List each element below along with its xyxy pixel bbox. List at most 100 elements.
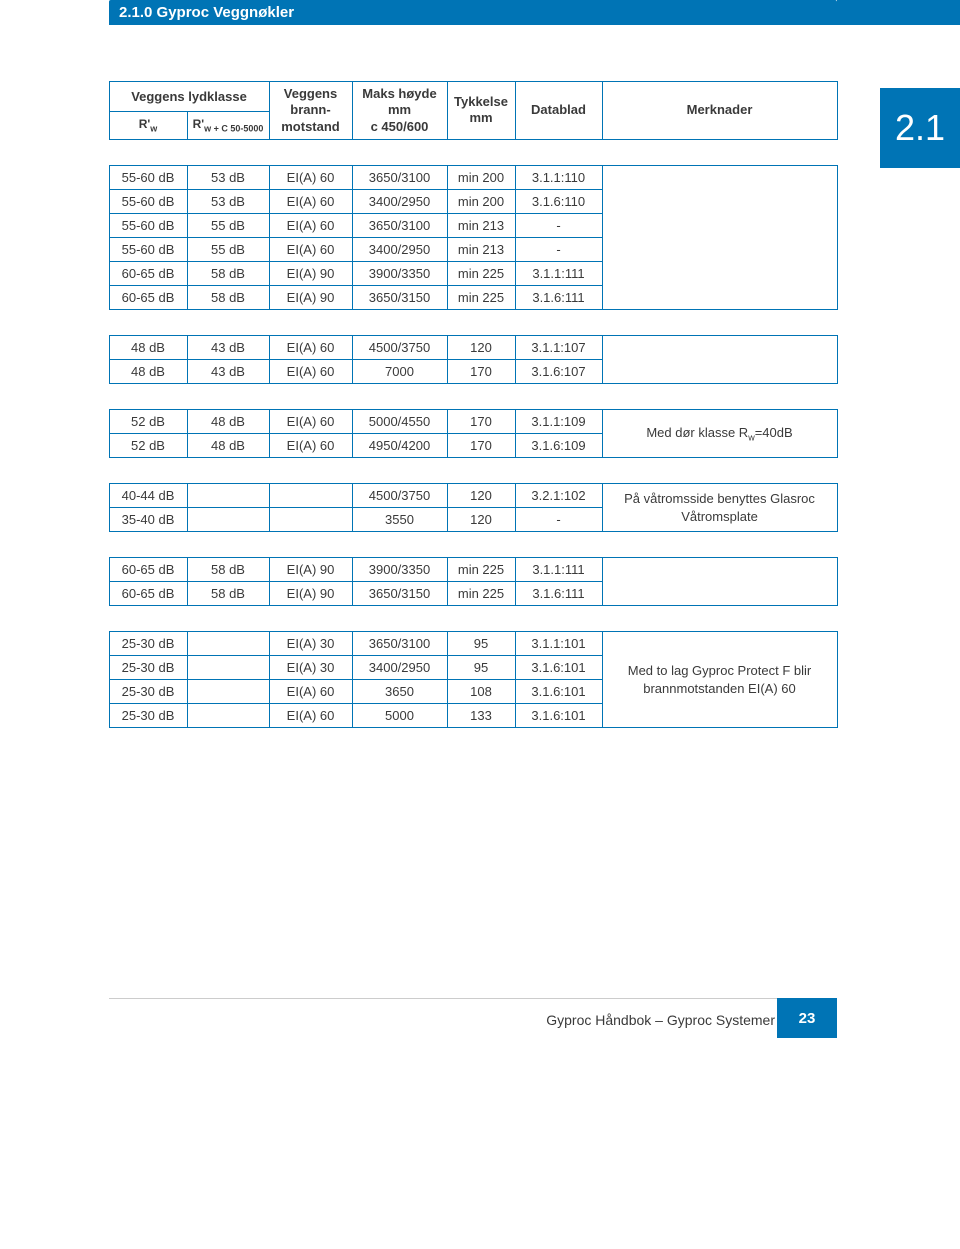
table-row: 40-44 dB4500/37501203.2.1:102På våtromss… bbox=[0, 484, 960, 508]
cell: 43 dB bbox=[187, 336, 269, 360]
tables-region: Veggens lydklasse Veggensbrann-motstand … bbox=[0, 81, 960, 728]
cell: 40-44 dB bbox=[109, 484, 187, 508]
cell: EI(A) 90 bbox=[269, 262, 352, 286]
cell: 3650/3100 bbox=[352, 632, 447, 656]
cell: 3.1.1:109 bbox=[515, 410, 602, 434]
cell: 53 dB bbox=[187, 166, 269, 190]
cell: 120 bbox=[447, 484, 515, 508]
cell: 3.1.1:107 bbox=[515, 336, 602, 360]
cell: 7000 bbox=[352, 360, 447, 384]
cell: 170 bbox=[447, 434, 515, 458]
cell: 4500/3750 bbox=[352, 484, 447, 508]
cell: 55-60 dB bbox=[109, 214, 187, 238]
header-hoyde: Maks høydemmc 450/600 bbox=[352, 82, 447, 140]
cell: EI(A) 90 bbox=[269, 582, 352, 606]
header-merknader: Merknader bbox=[602, 82, 837, 140]
cell: 3650/3100 bbox=[352, 166, 447, 190]
cell: 3400/2950 bbox=[352, 656, 447, 680]
note-cell bbox=[602, 336, 837, 384]
cell: 170 bbox=[447, 360, 515, 384]
cell: 3.2.1:102 bbox=[515, 484, 602, 508]
header-table: Veggens lydklasse Veggensbrann-motstand … bbox=[0, 81, 960, 140]
cell: 3.1.6:107 bbox=[515, 360, 602, 384]
header-brann: Veggensbrann-motstand bbox=[269, 82, 352, 140]
footer-page-number: 23 bbox=[777, 998, 837, 1038]
data-table: 55-60 dB53 dBEI(A) 603650/3100min 2003.1… bbox=[0, 140, 960, 729]
cell: 5000/4550 bbox=[352, 410, 447, 434]
note-cell bbox=[602, 558, 837, 606]
table-row: 48 dB43 dBEI(A) 604500/37501203.1.1:107 bbox=[0, 336, 960, 360]
cell: min 225 bbox=[447, 286, 515, 310]
cell: min 200 bbox=[447, 166, 515, 190]
footer-text: Gyproc Håndbok – Gyproc Systemer bbox=[546, 1012, 775, 1028]
cell: - bbox=[515, 214, 602, 238]
cell: EI(A) 60 bbox=[269, 336, 352, 360]
header-tykkelse: Tykkelsemm bbox=[447, 82, 515, 140]
cell: 52 dB bbox=[109, 410, 187, 434]
cell: 4950/4200 bbox=[352, 434, 447, 458]
table-row: 52 dB48 dBEI(A) 605000/45501703.1.1:109M… bbox=[0, 410, 960, 434]
cell: EI(A) 60 bbox=[269, 434, 352, 458]
footer-divider bbox=[109, 998, 837, 999]
cell bbox=[187, 656, 269, 680]
cell: 35-40 dB bbox=[109, 508, 187, 532]
cell: 48 dB bbox=[187, 434, 269, 458]
cell: 55 dB bbox=[187, 214, 269, 238]
cell: 3.1.6:111 bbox=[515, 582, 602, 606]
note-cell: På våtromsside benyttes Glasroc Våtromsp… bbox=[602, 484, 837, 532]
cell: 133 bbox=[447, 704, 515, 728]
cell: 3.1.6:101 bbox=[515, 704, 602, 728]
cell: 3650/3100 bbox=[352, 214, 447, 238]
cell: 55-60 dB bbox=[109, 238, 187, 262]
cell: EI(A) 30 bbox=[269, 656, 352, 680]
cell: 120 bbox=[447, 508, 515, 532]
header-rwc: R'w + C 50-5000 bbox=[187, 112, 269, 139]
cell: 5000 bbox=[352, 704, 447, 728]
table-row: 25-30 dBEI(A) 303650/3100953.1.1:101Med … bbox=[0, 632, 960, 656]
header-lydklasse: Veggens lydklasse bbox=[109, 82, 269, 112]
cell: 3.1.6:110 bbox=[515, 190, 602, 214]
cell: 25-30 dB bbox=[109, 704, 187, 728]
cell: 53 dB bbox=[187, 190, 269, 214]
section-number-badge: 2.1 bbox=[880, 88, 960, 168]
cell: 3.1.1:111 bbox=[515, 558, 602, 582]
cell: 58 dB bbox=[187, 558, 269, 582]
cell bbox=[187, 680, 269, 704]
cell: min 200 bbox=[447, 190, 515, 214]
cell: 48 dB bbox=[109, 360, 187, 384]
cell: EI(A) 60 bbox=[269, 704, 352, 728]
cell: 48 dB bbox=[187, 410, 269, 434]
cell: EI(A) 30 bbox=[269, 632, 352, 656]
cell: min 225 bbox=[447, 582, 515, 606]
cell: 95 bbox=[447, 632, 515, 656]
table-row: 60-65 dB58 dBEI(A) 903900/3350min 2253.1… bbox=[0, 558, 960, 582]
cell: 3900/3350 bbox=[352, 262, 447, 286]
cell: 25-30 dB bbox=[109, 680, 187, 704]
cell: 170 bbox=[447, 410, 515, 434]
cell: 3.1.1:111 bbox=[515, 262, 602, 286]
cell: 3650/3150 bbox=[352, 582, 447, 606]
cell: 3900/3350 bbox=[352, 558, 447, 582]
cell: 55-60 dB bbox=[109, 166, 187, 190]
cell: 120 bbox=[447, 336, 515, 360]
cell: 108 bbox=[447, 680, 515, 704]
cell: 3400/2950 bbox=[352, 190, 447, 214]
page-footer: Gyproc Håndbok – Gyproc Systemer 23 bbox=[0, 998, 960, 1038]
cell: 52 dB bbox=[109, 434, 187, 458]
cell: 25-30 dB bbox=[109, 632, 187, 656]
cell: 3.1.1:101 bbox=[515, 632, 602, 656]
cell: 3.1.6:109 bbox=[515, 434, 602, 458]
cell: 58 dB bbox=[187, 582, 269, 606]
cell: 55-60 dB bbox=[109, 190, 187, 214]
header-datablad: Datablad bbox=[515, 82, 602, 140]
cell: EI(A) 60 bbox=[269, 190, 352, 214]
cell: 48 dB bbox=[109, 336, 187, 360]
cell: EI(A) 60 bbox=[269, 410, 352, 434]
note-cell: Med dør klasse Rw=40dB bbox=[602, 410, 837, 458]
cell bbox=[187, 484, 269, 508]
cell: EI(A) 60 bbox=[269, 214, 352, 238]
cell: min 213 bbox=[447, 214, 515, 238]
cell: EI(A) 90 bbox=[269, 558, 352, 582]
cell: EI(A) 60 bbox=[269, 360, 352, 384]
cell: 58 dB bbox=[187, 262, 269, 286]
